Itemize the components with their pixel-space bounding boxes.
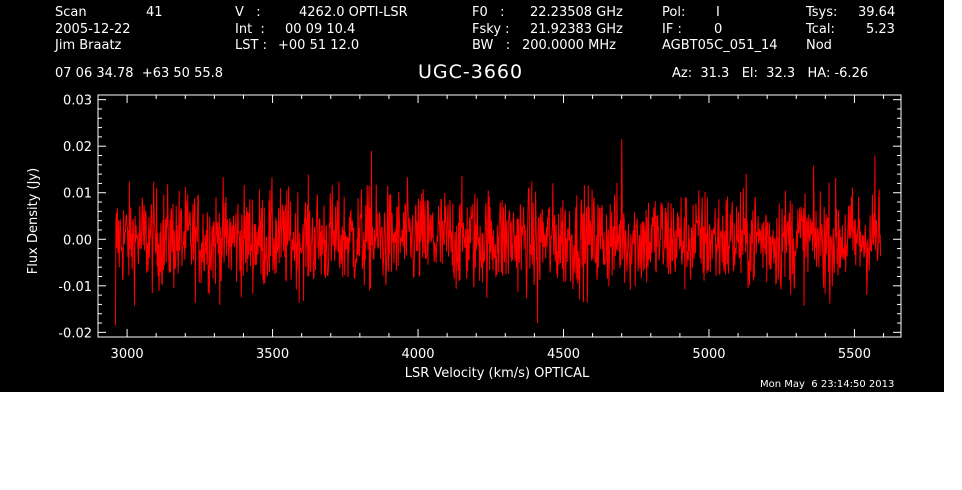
tcal-value: 5.23: [866, 22, 895, 37]
lst-label: LST :: [235, 38, 267, 53]
x-tick-label: 5000: [692, 347, 725, 362]
x-tick-label: 4000: [401, 347, 434, 362]
y-tick-label: -0.02: [58, 326, 92, 341]
render-timestamp: Mon May 6 23:14:50 2013: [760, 379, 895, 390]
int-label: Int :: [235, 22, 265, 37]
lst-value: +00 51 12.0: [278, 38, 360, 53]
x-tick-label: 3500: [256, 347, 289, 362]
y-tick-label: -0.01: [58, 280, 92, 295]
f0-label: F0 :: [472, 5, 505, 20]
f0-value: 22.23508 GHz: [530, 5, 623, 20]
project-id: AGBT05C_051_14: [662, 38, 778, 53]
x-tick-label: 4500: [547, 347, 580, 362]
bw-label: BW :: [472, 38, 511, 53]
velocity-label: V :: [235, 5, 261, 20]
scan-label: Scan: [55, 5, 87, 20]
plot-panel: Scan 41 2005-12-22 Jim Braatz V : 4262.0…: [0, 0, 944, 392]
source-coords: 07 06 34.78 +63 50 55.8: [55, 66, 224, 81]
pol-value: I: [716, 5, 720, 20]
scan-value: 41: [146, 5, 163, 20]
fsky-value: 21.92383 GHz: [530, 22, 623, 37]
x-tick-label: 5500: [838, 347, 871, 362]
spectrum-series-line: [114, 139, 882, 326]
az-el-ha: Az: 31.3 El: 32.3 HA: -6.26: [672, 66, 869, 81]
y-tick-label: 0.03: [63, 94, 92, 109]
pol-label: Pol:: [662, 5, 686, 20]
if-value: 0: [714, 22, 723, 37]
tcal-label: Tcal:: [806, 22, 835, 37]
x-tick-label: 3000: [111, 347, 144, 362]
y-tick-label: 0.00: [63, 233, 92, 248]
obs-mode: Nod: [806, 38, 832, 53]
tick-layer: 3000 3500 4000 4500 5000 5500 -0.02 -0.01 0.00 0.…: [58, 94, 901, 362]
y-tick-label: 0.02: [63, 140, 92, 155]
if-label: IF :: [662, 22, 682, 37]
tsys-label: Tsys:: [806, 5, 838, 20]
spectrum-plot: 3000 3500 4000 4500 5000 5500 -0.02 -0.01 0.00 0.…: [26, 94, 902, 381]
spectrum-trace-layer: [114, 139, 882, 326]
velocity-value: 4262.0 OPTI-LSR: [299, 5, 408, 20]
axes-frame: [97, 94, 902, 338]
int-value: 00 09 10.4: [285, 22, 356, 37]
observer-name: Jim Braatz: [55, 38, 122, 53]
x-axis-label: LSR Velocity (km/s) OPTICAL: [405, 366, 590, 381]
y-tick-label: 0.01: [63, 187, 92, 202]
obs-date: 2005-12-22: [55, 22, 131, 37]
tsys-value: 39.64: [858, 5, 896, 20]
fsky-label: Fsky :: [472, 22, 510, 37]
y-axis-label: Flux Density (Jy): [26, 168, 41, 274]
bw-value: 200.0000 MHz: [522, 38, 616, 53]
source-name: UGC-3660: [418, 61, 524, 83]
